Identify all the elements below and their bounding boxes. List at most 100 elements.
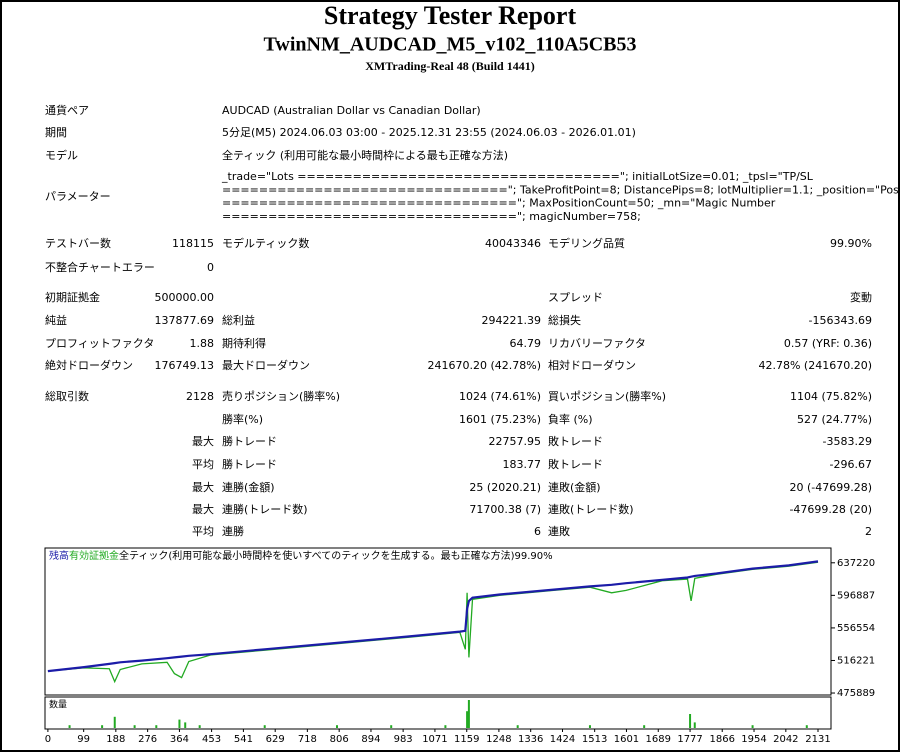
param-line: ==============================="; TakePr…: [222, 183, 900, 196]
stat-l2: 期待利得: [222, 336, 266, 350]
x-tick-label: 188: [106, 734, 125, 745]
stat-l2: 売りポジション(勝率%): [222, 389, 340, 403]
x-tick-label: 541: [234, 734, 253, 745]
legend: 残高有効証拠金全ティック(利用可能な最小時間枠を使いすべてのティックを生成する。…: [49, 549, 553, 562]
stat-v1: 最大: [192, 502, 214, 516]
title: Strategy Tester Report: [324, 1, 577, 30]
server: XMTrading-Real 48 (Build 1441): [365, 59, 534, 73]
y-tick-label: 596887: [837, 590, 875, 601]
x-tick-label: 0: [45, 734, 51, 745]
volume-bar: [390, 725, 393, 728]
stat-l1: テストバー数: [45, 237, 111, 250]
stat-v1: 1.88: [190, 337, 215, 350]
volume-bar: [805, 725, 808, 728]
stat-v2: 1601 (75.23%): [459, 413, 541, 426]
x-tick-label: 1866: [709, 734, 734, 745]
legend-model: 全ティック(利用可能な最小時間枠を使いすべてのティックを生成する。最も正確な方法…: [119, 549, 515, 562]
x-tick-label: 1689: [646, 734, 671, 745]
stat-l1: 絶対ドローダウン: [45, 358, 133, 372]
volume-bar: [588, 725, 591, 728]
stat-v3: 0.57 (YRF: 0.36): [784, 337, 872, 350]
stat-l3: 連敗(トレード数): [548, 502, 634, 516]
stat-l2: 連勝(金額): [222, 480, 275, 494]
x-tick-label: 1336: [518, 734, 543, 745]
volume-bar: [467, 700, 470, 728]
stat-v3: 変動: [850, 290, 872, 304]
legend-quality: 99.90%: [515, 551, 553, 562]
stat-v3: -47699.28 (20): [789, 503, 872, 516]
stat-v1: 0: [207, 261, 214, 274]
stat-v3: -3583.29: [823, 435, 872, 448]
subtitle: TwinNM_AUDCAD_M5_v102_110A5CB53: [264, 34, 637, 56]
stat-v3: 2: [865, 525, 872, 538]
info-label: モデル: [45, 148, 78, 162]
param-line: _trade="Lots ===========================…: [221, 170, 814, 183]
chart-frame: [44, 547, 832, 696]
stat-l3: 総損失: [548, 313, 581, 327]
stat-l3: モデリング品質: [548, 236, 625, 250]
volume-bar: [693, 722, 696, 728]
volume-bar: [643, 725, 646, 728]
info-label: 通貨ペア: [45, 103, 89, 117]
x-tick-label: 1954: [741, 734, 766, 745]
stat-v1: 137877.69: [155, 314, 215, 327]
stat-l3: 買いポジション(勝率%): [548, 389, 666, 403]
volume-bar: [335, 725, 338, 728]
stat-l3: 敗トレード: [548, 434, 603, 448]
info-value: AUDCAD (Australian Dollar vs Canadian Do…: [222, 104, 481, 117]
stat-l3: 負率 (%): [548, 412, 593, 426]
param-line: ================================"; magic…: [222, 210, 641, 223]
stat-l2: 総利益: [222, 313, 255, 327]
x-tick-label: 364: [170, 734, 189, 745]
x-tick-label: 629: [266, 734, 285, 745]
stat-v1: 176749.13: [155, 359, 215, 372]
stat-v2: 40043346: [485, 237, 541, 250]
x-tick-label: 453: [202, 734, 221, 745]
stat-v2: 241670.20 (42.78%): [427, 359, 541, 372]
x-tick-label: 1777: [677, 734, 702, 745]
x-tick-label: 718: [298, 734, 317, 745]
volume-bar: [466, 711, 469, 728]
stat-v3: 20 (-47699.28): [789, 481, 872, 494]
volume-bar: [689, 714, 692, 728]
stat-v2: 6: [534, 525, 541, 538]
stat-l2: 最大ドローダウン: [222, 358, 310, 372]
volume-bar: [516, 725, 519, 728]
x-tick-label: 99: [77, 734, 90, 745]
volume-bar: [751, 725, 754, 728]
stat-v3: 527 (24.77%): [797, 413, 872, 426]
stat-v2: 22757.95: [489, 435, 542, 448]
stat-l2: モデルティック数: [222, 236, 309, 250]
series-line: [47, 560, 819, 673]
stat-v2: 294221.39: [482, 314, 542, 327]
info-label: 期間: [45, 126, 67, 139]
stat-v2: 25 (2020.21): [469, 481, 541, 494]
volume-bar: [101, 725, 104, 728]
stat-v2: 183.77: [503, 458, 542, 471]
stat-v3: 42.78% (241670.20): [758, 359, 872, 372]
x-tick-label: 806: [330, 734, 349, 745]
stat-l3: スプレッド: [548, 291, 603, 304]
stat-v1: 最大: [192, 480, 214, 494]
volume-frame: [44, 696, 832, 730]
stat-l1: 初期証拠金: [45, 290, 100, 304]
volume-label: 数量: [49, 699, 67, 711]
stat-v3: -296.67: [830, 458, 872, 471]
volume-bar: [184, 722, 187, 728]
stat-v3: -156343.69: [809, 314, 872, 327]
stat-l3: 相対ドローダウン: [548, 358, 636, 372]
x-tick-label: 2042: [773, 734, 798, 745]
x-tick-label: 1071: [422, 734, 447, 745]
volume-bar: [68, 725, 71, 728]
legend-entry: 残高: [49, 549, 69, 562]
param-label: パラメーター: [45, 190, 111, 203]
stat-l2: 勝トレード: [222, 457, 277, 471]
x-tick-label: 894: [361, 734, 380, 745]
stat-l3: 敗トレード: [548, 457, 603, 471]
volume-bar: [178, 719, 181, 728]
x-tick-label: 276: [138, 734, 157, 745]
y-tick-label: 637220: [837, 558, 875, 569]
stat-l3: 連敗(金額): [548, 480, 601, 494]
stat-v3: 1104 (75.82%): [790, 390, 872, 403]
stat-v1: 118115: [172, 237, 214, 250]
